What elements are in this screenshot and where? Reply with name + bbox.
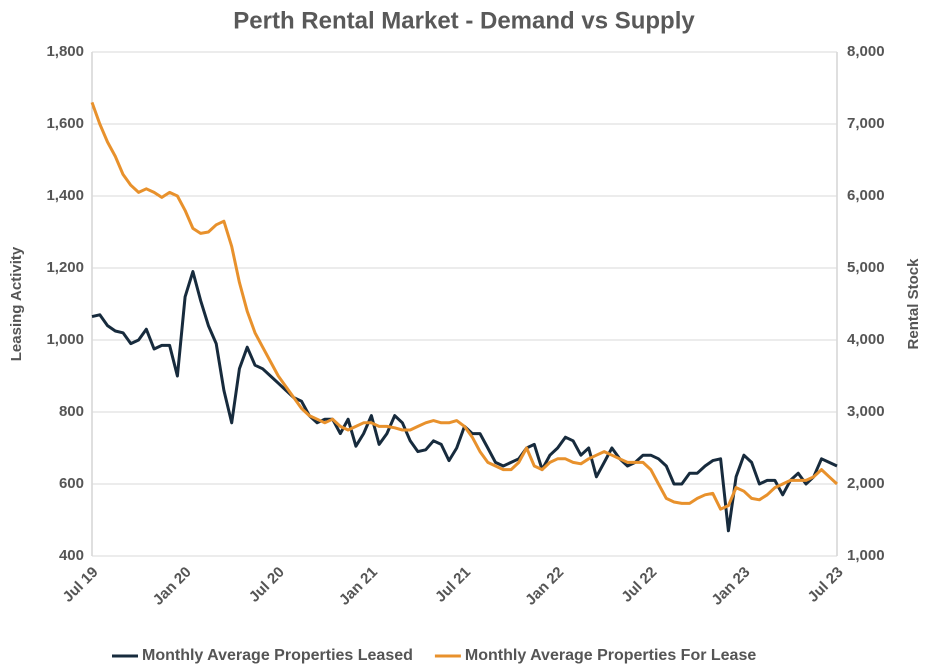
x-tick-label: Jan 22 [522,564,567,609]
x-tick-label: Jan 23 [708,564,753,609]
x-tick-label: Jul 21 [432,564,474,606]
y-tick-label: 600 [59,475,84,492]
y-axis-label: Leasing Activity [8,246,25,361]
y-tick-label: 1,400 [46,187,84,204]
y-tick-label: 1,600 [46,115,84,132]
series-line [91,270,838,533]
x-tick-label: Jul 20 [246,564,288,606]
y2-tick-label: 7,000 [847,115,885,132]
series-line [90,101,839,511]
y2-tick-label: 1,000 [847,547,885,564]
y2-tick-label: 8,000 [847,43,885,60]
y2-tick-label: 2,000 [847,475,885,492]
y2-tick-label: 3,000 [847,403,885,420]
x-tick-label: Jul 19 [60,564,102,606]
y-tick-label: 800 [59,403,84,420]
x-tick-label: Jul 22 [618,564,660,606]
legend-label: Monthly Average Properties For Lease [465,647,756,664]
y-tick-label: 1,000 [46,331,84,348]
y-tick-label: 400 [59,547,84,564]
y-tick-label: 1,800 [46,43,84,60]
y2-tick-label: 6,000 [847,187,885,204]
y2-axis-label: Rental Stock [905,258,922,350]
legend-label: Monthly Average Properties Leased [142,647,413,664]
x-tick-label: Jul 23 [805,564,847,606]
chart-title: Perth Rental Market - Demand vs Supply [233,7,695,34]
y-tick-label: 1,200 [46,259,84,276]
y2-tick-label: 4,000 [847,331,885,348]
x-tick-label: Jan 21 [336,564,381,609]
y2-tick-label: 5,000 [847,259,885,276]
x-tick-label: Jan 20 [150,564,195,609]
